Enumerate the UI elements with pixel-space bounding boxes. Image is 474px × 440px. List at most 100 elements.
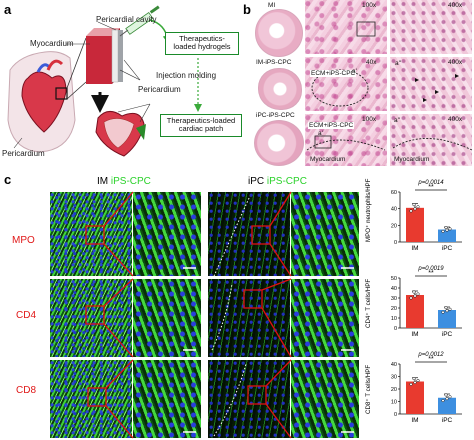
pericardium-mid-label: Pericardium bbox=[138, 85, 181, 94]
chart-p-value: p=0.0014 bbox=[417, 180, 444, 186]
chart-point bbox=[445, 309, 449, 313]
col-header-im: IM iPS-CPC bbox=[97, 176, 151, 187]
col-im-name: IM bbox=[97, 176, 109, 187]
if-im-cd8-zoom bbox=[133, 360, 201, 438]
panel-c-label: c bbox=[4, 172, 12, 187]
chart-tick-label: 30 bbox=[391, 296, 397, 302]
row-label-cd4: CD4 bbox=[16, 310, 37, 321]
chart-p-value: p=0.0012 bbox=[417, 352, 444, 358]
col-header-ipc: iPC iPS-CPC bbox=[248, 176, 307, 187]
zoom-400x-bottom: 400x bbox=[448, 116, 463, 123]
chart-tick-label: 10 bbox=[391, 400, 397, 406]
chart-tick-label: 40 bbox=[391, 362, 397, 368]
row-label-ipc: iPC-iPS-CPC bbox=[256, 112, 295, 119]
a-double-prime-2: a'' bbox=[394, 117, 401, 124]
ecm-label-1: ECM+iPS-CPC bbox=[310, 70, 357, 77]
zoom-400x-top: 400x bbox=[448, 2, 463, 9]
a-double-prime-1: a'' bbox=[395, 60, 402, 67]
row-label-im: IM-iPS-CPC bbox=[256, 59, 292, 66]
myocardium-block bbox=[86, 36, 112, 84]
chart-point bbox=[448, 395, 452, 399]
chart-significance: ** bbox=[428, 184, 434, 191]
chart-ylabel: CD8⁺ T cells/HPF bbox=[365, 365, 372, 414]
zoom-40x: 40x bbox=[366, 59, 377, 66]
chart-tick-label: 20 bbox=[391, 306, 397, 312]
chart-point bbox=[416, 379, 420, 383]
a-prime-2: a' bbox=[318, 130, 323, 137]
row-label-mpo: MPO bbox=[12, 235, 35, 246]
if-im-cd4-zoom bbox=[133, 279, 201, 357]
chart-ylabel: MPO⁺ neutrophils/HPF bbox=[365, 178, 372, 242]
row-label-mi: MI bbox=[268, 2, 276, 9]
chart-point bbox=[409, 296, 413, 300]
if-im-mpo bbox=[50, 192, 132, 276]
chart-significance: ** bbox=[428, 270, 434, 277]
col-im-cells: iPS-CPC bbox=[110, 176, 151, 187]
chart-bar bbox=[406, 295, 424, 328]
he-mi-100x bbox=[305, 0, 387, 54]
zoom-100x-top: 100x bbox=[362, 2, 377, 9]
chart-point bbox=[409, 209, 413, 213]
chart-tick-label: 0 bbox=[394, 412, 397, 418]
chart-category-label: iPC bbox=[442, 245, 453, 252]
chart-significance: ** bbox=[428, 356, 434, 363]
chart-point bbox=[412, 203, 416, 207]
chart-point bbox=[445, 228, 449, 232]
zoom-400x-mid: 400x bbox=[448, 59, 463, 66]
chart-ylabel: CD4⁺ T cells/HPF bbox=[365, 279, 372, 328]
col-ipc-cells: iPS-CPC bbox=[266, 176, 307, 187]
chart-point bbox=[409, 382, 413, 386]
zoom-100x-bottom: 100x bbox=[362, 116, 377, 123]
if-ipc-cd4 bbox=[208, 279, 290, 357]
section-mi bbox=[255, 9, 303, 57]
heart-illustration bbox=[21, 71, 67, 133]
chart-point bbox=[413, 207, 417, 211]
if-ipc-cd8 bbox=[208, 360, 290, 438]
chart-point bbox=[444, 393, 448, 397]
chart-point bbox=[441, 399, 445, 403]
row-label-cd8: CD8 bbox=[16, 385, 37, 396]
chart-tick-label: 50 bbox=[391, 276, 397, 282]
pericardial-cavity-label: Pericardial cavity bbox=[96, 15, 157, 24]
chart-point bbox=[441, 229, 445, 233]
chart-tick-label: 20 bbox=[391, 223, 397, 229]
chart-tick-label: 0 bbox=[394, 240, 397, 246]
col-ipc-name: iPC bbox=[248, 176, 265, 187]
chart-point bbox=[441, 310, 445, 314]
chart-tick-label: 0 bbox=[394, 326, 397, 332]
myocardium-label: Myocardium bbox=[30, 39, 74, 48]
chart-bar bbox=[438, 310, 456, 328]
hydrogels-box: Therapeutics-loaded hydrogels bbox=[165, 32, 239, 55]
section-ipc bbox=[254, 120, 304, 166]
chart-tick-label: 60 bbox=[391, 190, 397, 196]
chart-tick-label: 30 bbox=[391, 375, 397, 381]
syringe-icon bbox=[119, 5, 160, 37]
zoom-square bbox=[55, 87, 68, 100]
he-im-40x bbox=[305, 57, 387, 111]
chart-category-label: iPC bbox=[442, 417, 453, 424]
panel-a-schematic bbox=[7, 5, 202, 157]
chart-point bbox=[412, 290, 416, 294]
chart-point bbox=[445, 397, 449, 401]
chart-p-value: p=0.0019 bbox=[417, 266, 444, 272]
he-im-400x bbox=[390, 57, 472, 111]
chart-point bbox=[448, 307, 452, 311]
chart-point bbox=[448, 227, 452, 231]
pericardium-layer bbox=[118, 30, 123, 82]
myocardium-b1: Myocardium bbox=[310, 156, 346, 163]
chart-point bbox=[412, 377, 416, 381]
if-im-cd8 bbox=[50, 360, 132, 438]
chart-tick-label: 20 bbox=[391, 387, 397, 393]
cardiac-patch-box: Therapeutics-loaded cardiac patch bbox=[160, 114, 242, 137]
if-im-mpo-zoom bbox=[133, 192, 201, 276]
panel-b-label: b bbox=[243, 2, 251, 17]
chart-category-label: iPC bbox=[442, 331, 453, 338]
chart-point bbox=[444, 226, 448, 230]
chart-category-label: IM bbox=[411, 417, 418, 424]
chart-bar bbox=[406, 381, 424, 414]
chart-point bbox=[416, 205, 420, 209]
if-ipc-mpo-zoom bbox=[291, 192, 359, 276]
injection-molding-label: Injection molding bbox=[156, 71, 217, 80]
